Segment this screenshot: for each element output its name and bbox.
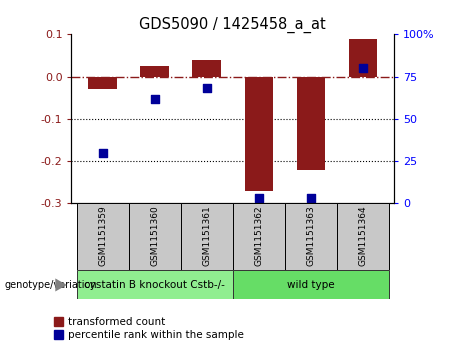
Bar [233, 203, 285, 270]
Bar [349, 39, 377, 77]
Point [359, 65, 366, 71]
Bar [77, 203, 129, 270]
Point [99, 150, 106, 155]
Text: GSM1151362: GSM1151362 [254, 205, 263, 266]
Title: GDS5090 / 1425458_a_at: GDS5090 / 1425458_a_at [139, 17, 326, 33]
Text: genotype/variation: genotype/variation [5, 280, 97, 290]
Text: GSM1151363: GSM1151363 [307, 205, 315, 266]
Text: GSM1151364: GSM1151364 [358, 205, 367, 266]
Bar [181, 203, 233, 270]
Text: GSM1151361: GSM1151361 [202, 205, 211, 266]
Legend: transformed count, percentile rank within the sample: transformed count, percentile rank withi… [53, 317, 244, 340]
Point [307, 195, 314, 201]
Bar [244, 77, 273, 191]
Bar [77, 270, 233, 299]
Bar [141, 66, 169, 77]
Bar [89, 77, 117, 89]
Bar [193, 60, 221, 77]
Text: GSM1151359: GSM1151359 [98, 205, 107, 266]
Point [151, 96, 159, 102]
Text: wild type: wild type [287, 280, 335, 290]
Bar [233, 270, 389, 299]
Bar [129, 203, 181, 270]
Bar [285, 203, 337, 270]
Text: GSM1151360: GSM1151360 [150, 205, 159, 266]
Point [255, 195, 262, 201]
Bar [296, 77, 325, 170]
Bar [337, 203, 389, 270]
Point [203, 86, 211, 91]
Text: cystatin B knockout Cstb-/-: cystatin B knockout Cstb-/- [84, 280, 225, 290]
